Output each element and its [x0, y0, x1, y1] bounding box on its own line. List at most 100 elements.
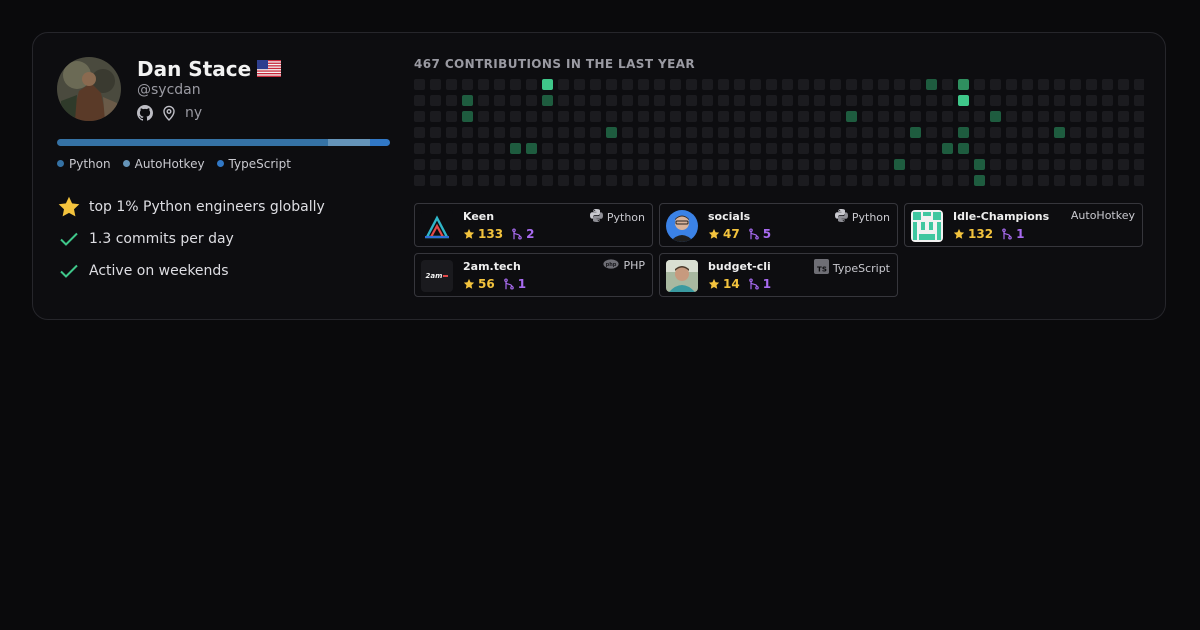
contribution-cell[interactable] [686, 143, 697, 154]
contribution-cell[interactable] [878, 143, 889, 154]
contribution-cell[interactable] [574, 143, 585, 154]
contribution-cell[interactable] [1022, 79, 1033, 90]
contribution-cell[interactable] [1118, 79, 1129, 90]
contribution-cell[interactable] [622, 95, 633, 106]
contribution-cell[interactable] [686, 111, 697, 122]
contribution-cell[interactable] [526, 143, 537, 154]
contribution-cell[interactable] [638, 175, 649, 186]
contribution-cell[interactable] [446, 79, 457, 90]
contribution-cell[interactable] [894, 111, 905, 122]
contribution-cell[interactable] [1054, 143, 1065, 154]
contribution-cell[interactable] [862, 143, 873, 154]
contribution-cell[interactable] [526, 95, 537, 106]
contribution-cell[interactable] [526, 79, 537, 90]
contribution-cell[interactable] [654, 159, 665, 170]
contribution-cell[interactable] [862, 159, 873, 170]
contribution-cell[interactable] [830, 159, 841, 170]
contribution-cell[interactable] [1134, 175, 1144, 186]
contribution-cell[interactable] [734, 111, 745, 122]
contribution-cell[interactable] [910, 127, 921, 138]
contribution-cell[interactable] [702, 79, 713, 90]
contribution-cell[interactable] [974, 175, 985, 186]
contribution-cell[interactable] [622, 79, 633, 90]
contribution-cell[interactable] [846, 175, 857, 186]
contribution-cell[interactable] [942, 127, 953, 138]
contribution-cell[interactable] [1054, 95, 1065, 106]
contribution-cell[interactable] [974, 127, 985, 138]
contribution-cell[interactable] [958, 111, 969, 122]
contribution-cell[interactable] [798, 175, 809, 186]
contribution-cell[interactable] [702, 143, 713, 154]
contribution-cell[interactable] [558, 95, 569, 106]
contribution-cell[interactable] [654, 143, 665, 154]
contribution-cell[interactable] [718, 79, 729, 90]
contribution-cell[interactable] [814, 111, 825, 122]
contribution-cell[interactable] [766, 79, 777, 90]
contribution-cell[interactable] [1038, 143, 1049, 154]
contribution-cell[interactable] [958, 159, 969, 170]
repo-card-budget-cli[interactable]: budget-cli TS TypeScript 14 1 [659, 253, 898, 297]
contribution-cell[interactable] [942, 175, 953, 186]
contribution-cell[interactable] [1038, 127, 1049, 138]
contribution-cell[interactable] [894, 175, 905, 186]
contribution-cell[interactable] [1006, 175, 1017, 186]
contribution-cell[interactable] [526, 111, 537, 122]
contribution-cell[interactable] [574, 175, 585, 186]
contribution-cell[interactable] [958, 143, 969, 154]
contribution-cell[interactable] [814, 143, 825, 154]
contribution-cell[interactable] [894, 159, 905, 170]
contribution-cell[interactable] [686, 79, 697, 90]
contribution-cell[interactable] [478, 95, 489, 106]
contribution-cell[interactable] [670, 127, 681, 138]
contribution-cell[interactable] [750, 159, 761, 170]
repo-card-socials[interactable]: socials Python 47 5 [659, 203, 898, 247]
contribution-cell[interactable] [734, 79, 745, 90]
contribution-cell[interactable] [494, 143, 505, 154]
contribution-cell[interactable] [750, 127, 761, 138]
contribution-cell[interactable] [494, 79, 505, 90]
contribution-cell[interactable] [910, 111, 921, 122]
contribution-cell[interactable] [862, 127, 873, 138]
contribution-cell[interactable] [1022, 143, 1033, 154]
contribution-cell[interactable] [606, 175, 617, 186]
contribution-cell[interactable] [1134, 159, 1144, 170]
contribution-cell[interactable] [1102, 143, 1113, 154]
contribution-cell[interactable] [494, 95, 505, 106]
contribution-cell[interactable] [590, 127, 601, 138]
contribution-cell[interactable] [686, 95, 697, 106]
contribution-cell[interactable] [974, 79, 985, 90]
contribution-cell[interactable] [1086, 159, 1097, 170]
contribution-cell[interactable] [766, 175, 777, 186]
contribution-cell[interactable] [1038, 111, 1049, 122]
contribution-cell[interactable] [478, 79, 489, 90]
contribution-cell[interactable] [558, 143, 569, 154]
contribution-cell[interactable] [654, 111, 665, 122]
contribution-cell[interactable] [510, 95, 521, 106]
contribution-cell[interactable] [414, 175, 425, 186]
contribution-cell[interactable] [622, 127, 633, 138]
contribution-cell[interactable] [638, 79, 649, 90]
contribution-cell[interactable] [878, 111, 889, 122]
contribution-cell[interactable] [1102, 79, 1113, 90]
contribution-cell[interactable] [974, 111, 985, 122]
contribution-cell[interactable] [846, 95, 857, 106]
contribution-cell[interactable] [462, 143, 473, 154]
contribution-cell[interactable] [830, 79, 841, 90]
contribution-cell[interactable] [654, 175, 665, 186]
contribution-cell[interactable] [558, 175, 569, 186]
contribution-cell[interactable] [990, 79, 1001, 90]
contribution-cell[interactable] [798, 143, 809, 154]
contribution-cell[interactable] [510, 143, 521, 154]
contribution-cell[interactable] [878, 175, 889, 186]
profile-handle[interactable]: @sycdan [137, 82, 201, 98]
contribution-cell[interactable] [846, 127, 857, 138]
contribution-cell[interactable] [606, 95, 617, 106]
contribution-cell[interactable] [1102, 175, 1113, 186]
contribution-cell[interactable] [862, 111, 873, 122]
contribution-cell[interactable] [1038, 95, 1049, 106]
contribution-cell[interactable] [670, 175, 681, 186]
contribution-cell[interactable] [446, 143, 457, 154]
contribution-cell[interactable] [670, 143, 681, 154]
contribution-cell[interactable] [478, 143, 489, 154]
contribution-cell[interactable] [958, 95, 969, 106]
